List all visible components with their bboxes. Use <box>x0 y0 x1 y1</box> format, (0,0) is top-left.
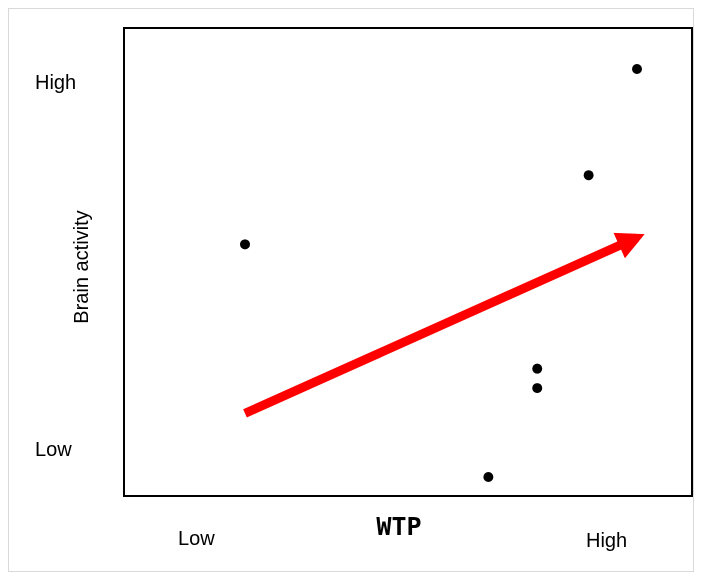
y-tick-label-low: Low <box>35 439 72 461</box>
data-points <box>240 64 642 482</box>
plot-area <box>123 27 693 497</box>
data-point-2 <box>483 472 494 482</box>
y-tick-label-high: High <box>35 72 76 94</box>
x-tick-label-low: Low <box>178 528 215 550</box>
trend-arrow-layer <box>243 232 645 418</box>
data-point-5 <box>583 170 594 181</box>
x-tick-label-high: High <box>586 530 627 552</box>
data-point-3 <box>532 383 543 394</box>
data-point-4 <box>532 363 543 374</box>
x-axis-title: WTP <box>376 512 421 541</box>
figure-frame <box>8 8 694 572</box>
data-point-6 <box>632 64 642 74</box>
data-point-1 <box>240 239 250 250</box>
trend-arrow <box>243 232 645 418</box>
y-axis-title: Brain activity <box>71 210 93 323</box>
